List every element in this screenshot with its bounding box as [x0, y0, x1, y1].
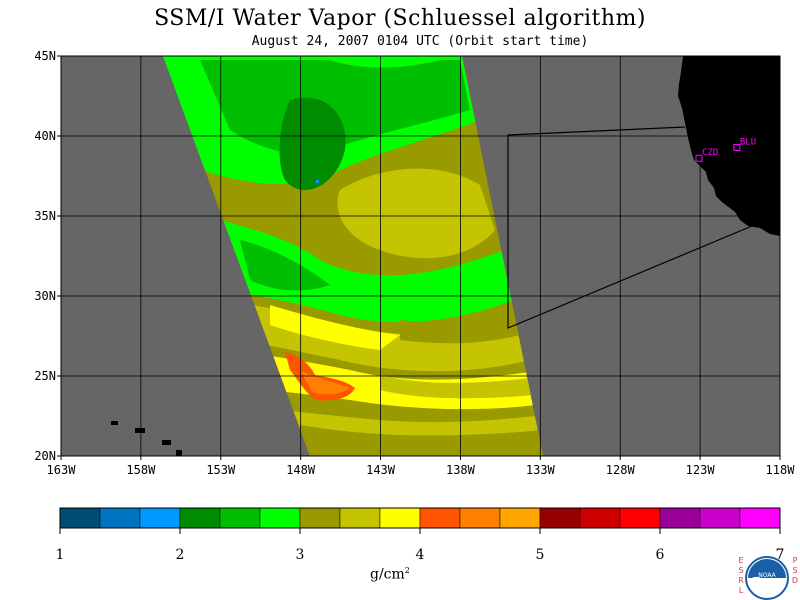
legend-swatch	[619, 507, 661, 529]
legend-tick-label: 4	[416, 547, 425, 563]
noaa-logo-text: NOAA	[758, 572, 776, 579]
stations-layer: CZD BLU	[695, 138, 756, 162]
legend-tick-label: 5	[536, 547, 545, 563]
legend-unit: g/cm2	[370, 566, 410, 583]
station-label: BLU	[740, 138, 756, 148]
legend-tick-label: 1	[56, 547, 65, 563]
noaa-logo: NOAA	[745, 556, 789, 600]
station-marker	[695, 154, 703, 162]
legend-tick-label: 6	[656, 547, 665, 563]
legend-swatch	[699, 507, 741, 529]
legend-swatch	[299, 507, 341, 529]
latitude-labels: 45N 40N 35N 30N 25N 20N	[34, 49, 61, 463]
vapor-low-pixel	[316, 180, 319, 183]
lon-label: 153W	[206, 463, 236, 477]
lon-label: 133W	[526, 463, 556, 477]
station-label: CZD	[702, 148, 718, 158]
map-frame	[60, 55, 781, 457]
legend-swatch	[419, 507, 461, 529]
map-subtitle: August 24, 2007 0104 UTC (Orbit start ti…	[251, 34, 589, 49]
esrl-label: E S R L	[738, 556, 744, 595]
lat-label: 25N	[34, 369, 56, 383]
legend-swatch	[179, 507, 221, 529]
lon-label: 143W	[366, 463, 396, 477]
land-mass	[678, 56, 780, 236]
legend-ticks: 1 2 3 4 5 6 7	[56, 528, 785, 563]
legend-swatch	[259, 507, 301, 529]
lon-label: 148W	[286, 463, 316, 477]
lat-label: 20N	[34, 449, 56, 463]
hawaii-islands	[111, 421, 182, 456]
legend-unit-text: g/cm	[370, 566, 405, 583]
lon-label: 123W	[686, 463, 716, 477]
legend-tick-label: 3	[296, 547, 305, 563]
legend-swatch	[379, 507, 421, 529]
lat-label: 30N	[34, 289, 56, 303]
legend-swatch	[579, 507, 621, 529]
lat-lon-grid	[61, 56, 780, 456]
lat-label: 45N	[34, 49, 56, 63]
legend-swatch	[459, 507, 501, 529]
map-title: SSM/I Water Vapor (Schluessel algorithm)	[154, 6, 646, 31]
legend-swatch	[539, 507, 581, 529]
legend-swatch	[339, 507, 381, 529]
lon-label: 163W	[47, 463, 77, 477]
route-lines	[507, 126, 753, 329]
psd-label: P S D	[791, 556, 799, 585]
lon-label: 118W	[766, 463, 796, 477]
legend-swatch	[659, 507, 701, 529]
legend-swatch	[59, 507, 101, 529]
legend-colorbar	[59, 507, 781, 529]
legend-tick-label: 7	[776, 547, 785, 563]
lon-label: 158W	[126, 463, 156, 477]
legend-swatch	[739, 507, 781, 529]
station-marker	[733, 144, 741, 152]
lat-label: 40N	[34, 129, 56, 143]
legend-swatch	[99, 507, 141, 529]
lat-label: 35N	[34, 209, 56, 223]
longitude-labels: 163W 158W 153W 148W 143W 138W 133W 128W 123W 118W	[47, 456, 796, 477]
legend-tick-label: 2	[176, 547, 185, 563]
legend-swatch	[139, 507, 181, 529]
legend-swatch	[499, 507, 541, 529]
lon-label: 128W	[606, 463, 636, 477]
lon-label: 138W	[446, 463, 476, 477]
legend-unit-exponent: 2	[404, 566, 410, 575]
legend-swatch	[219, 507, 261, 529]
